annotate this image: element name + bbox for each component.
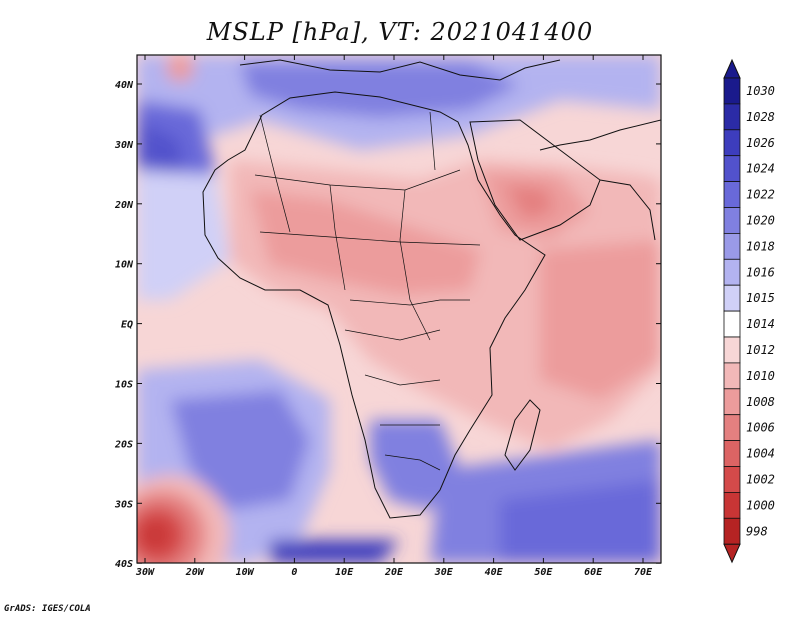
colorbar-swatch [723, 414, 741, 442]
colorbar-swatch [723, 181, 741, 208]
lat-tick-label: 40N [115, 80, 134, 91]
persian-gulf [539, 119, 661, 151]
colorbar-swatch [723, 129, 741, 157]
country-borders [254, 111, 481, 471]
lon-tick-label: 10E [335, 567, 354, 578]
latitude-axis: 40N 30N 20N 10N EQ 10S 20S 30S 40S [114, 80, 661, 570]
southern-ocean-high [270, 540, 400, 563]
arabia-low-core [505, 185, 555, 220]
south-africa-high [370, 420, 460, 510]
colorbar-top-arrow [723, 58, 741, 79]
colorbar-swatch [723, 388, 741, 416]
colorbar-bottom-arrow [723, 543, 741, 564]
colorbar-swatch [723, 207, 741, 234]
colorbar-label: 1006 [746, 421, 775, 435]
colorbar-label: 998 [746, 524, 768, 538]
colorbar-swatch [723, 77, 741, 105]
map-title: MSLP [hPa], VT: 2021041400 [206, 18, 594, 46]
lon-tick-label: 30E [434, 567, 454, 578]
colorbar-label: 1010 [746, 369, 775, 383]
colorbar-label: 1004 [746, 447, 775, 461]
madagascar-coast [504, 399, 541, 471]
indian-ocean-low [540, 240, 661, 400]
lat-tick-label: 20N [114, 200, 134, 211]
lat-tick-label: 20S [114, 439, 133, 450]
lon-tick-label: 20W [185, 567, 205, 578]
lon-tick-label: 0 [291, 567, 297, 578]
colorbar-label: 1000 [746, 498, 775, 512]
longitude-axis: 30W 20W 10W 0 10E 20E 30E 40E 50E 60E 70E [135, 55, 653, 578]
colorbar-label: 1026 [746, 136, 775, 150]
sw-low-core [141, 521, 169, 549]
colorbar-swatch [723, 232, 741, 260]
colorbar-label: 1024 [746, 162, 775, 176]
lat-tick-label: 30N [114, 140, 134, 151]
lat-tick-label: 10N [115, 260, 134, 271]
med-high-core [240, 62, 520, 118]
lon-tick-label: 60E [584, 567, 603, 578]
atlantic-ridge [137, 170, 230, 300]
colorbar-label: 1016 [746, 265, 775, 279]
lon-tick-label: 20E [384, 567, 404, 578]
colorbar-label: 1012 [746, 343, 775, 357]
lat-tick-label: EQ [121, 320, 133, 331]
colorbar-swatch [723, 155, 741, 182]
colorbar-label: 1022 [746, 188, 775, 202]
lon-tick-label: 30W [135, 567, 155, 578]
colorbar-label: 1028 [746, 110, 775, 124]
colorbar-label: 1030 [746, 84, 775, 98]
nw-low [166, 55, 194, 82]
colorbar-swatch [723, 336, 741, 364]
colorbar-swatch [723, 491, 741, 519]
colorbar-label: 1018 [746, 239, 775, 253]
colorbar-label: 1015 [746, 291, 775, 305]
coastlines [202, 59, 661, 519]
colorbar-swatch [723, 466, 741, 493]
india-coast [599, 179, 656, 241]
pressure-field [137, 55, 661, 563]
lon-tick-label: 40E [485, 567, 504, 578]
colorbar: 1030 1028 1026 1024 1022 1020 1018 1016 1015 1014… [723, 58, 775, 564]
colorbar-swatch [723, 440, 741, 467]
lon-tick-label: 70E [634, 567, 653, 578]
colorbar-swatch [723, 517, 741, 545]
arabia-coast [469, 119, 601, 241]
colorbar-swatch [723, 103, 741, 131]
lon-tick-label: 50E [534, 567, 553, 578]
sahel-low-core [250, 190, 480, 295]
east-africa-low [380, 300, 500, 380]
colorbar-label: 1002 [746, 472, 775, 486]
lat-tick-label: 30S [114, 499, 133, 510]
colorbar-swatch [723, 284, 741, 312]
colorbar-label: 1008 [746, 395, 775, 409]
lon-tick-label: 10W [236, 567, 255, 578]
africa-coast [202, 91, 546, 519]
south-atlantic-high-core [170, 390, 310, 510]
lat-tick-label: 10S [115, 380, 133, 391]
europe-coast [239, 59, 561, 81]
colorbar-swatch [723, 362, 741, 390]
map-frame [136, 54, 662, 564]
colorbar-swatch [723, 310, 741, 338]
colorbar-swatch [723, 258, 741, 286]
colorbar-label: 1014 [746, 317, 775, 331]
lat-tick-label: 40S [115, 559, 133, 570]
south-indian-high-core [500, 480, 661, 563]
credit-text: GrADS: IGES/COLA [4, 604, 91, 614]
colorbar-label: 1020 [746, 213, 775, 227]
